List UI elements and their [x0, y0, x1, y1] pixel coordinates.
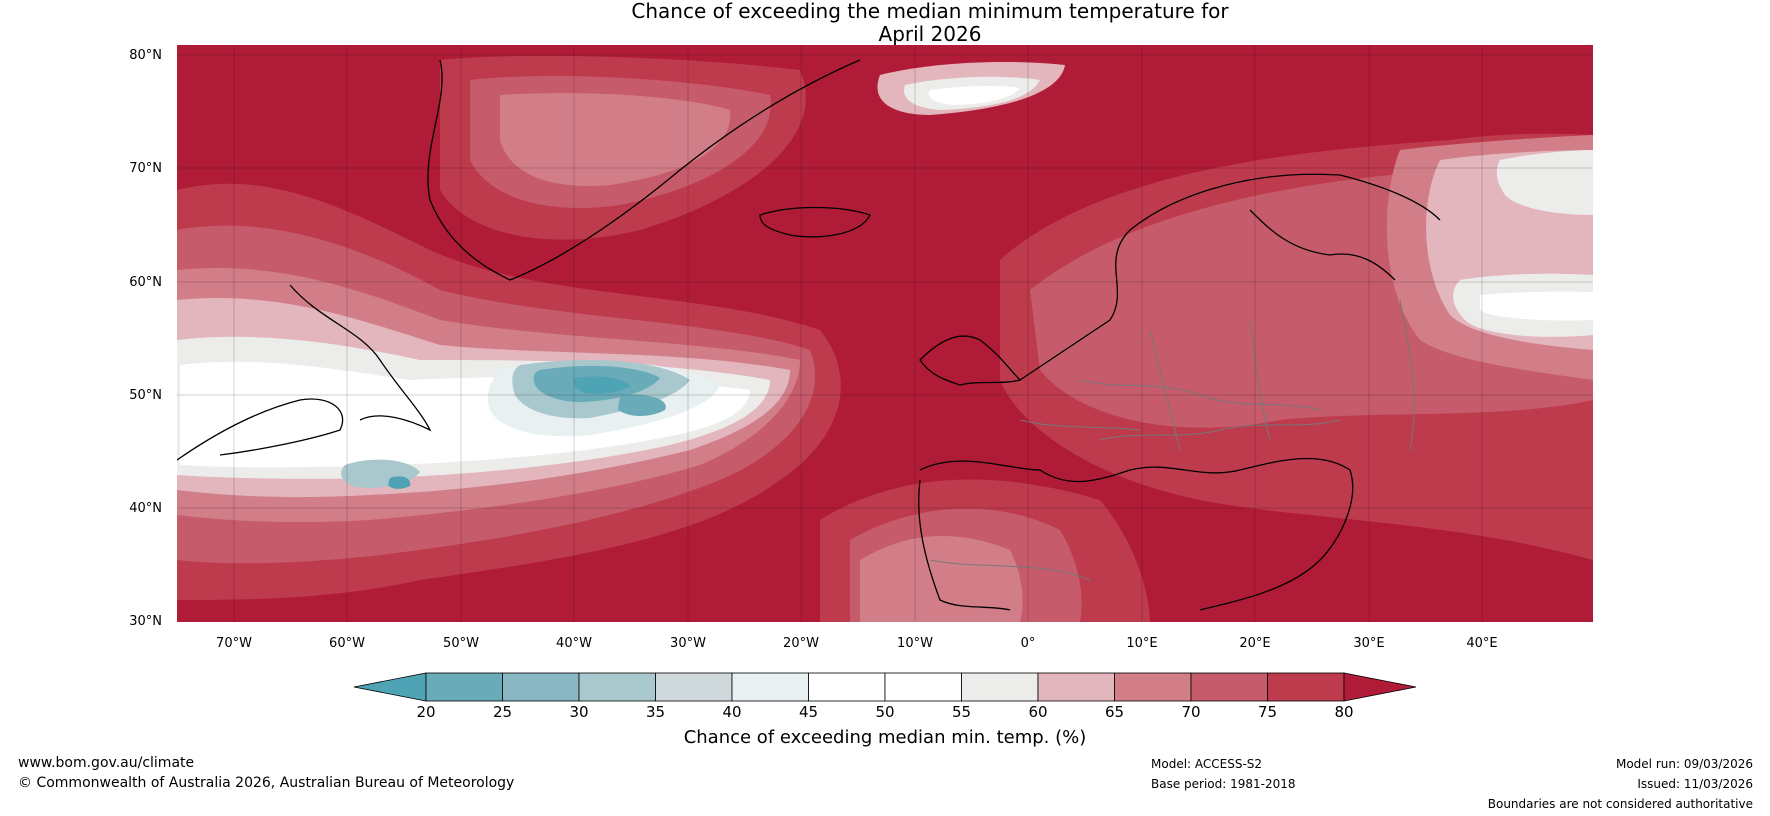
lon-label-10w: 10°W [897, 636, 933, 651]
colorbar-tick-30: 30 [569, 703, 589, 721]
title-line-2: April 2026 [878, 22, 982, 46]
colorbar-tick-80: 80 [1334, 703, 1354, 721]
lat-label-80n: 80°N [129, 48, 162, 63]
colorbar-tick-35: 35 [645, 703, 666, 721]
colorbar-cell-25-30 [502, 672, 580, 702]
map-area [177, 45, 1593, 622]
colorbar-cell-20-25 [425, 672, 503, 702]
footer-copyright: © Commonwealth of Australia 2026, Austra… [18, 775, 515, 791]
lon-label-60w: 60°W [329, 636, 365, 651]
colorbar-extend-low [353, 672, 427, 702]
colorbar-cell-70-75 [1190, 672, 1268, 702]
lat-label-70n: 70°N [129, 161, 162, 176]
colorbar-tick-65: 65 [1104, 703, 1125, 721]
title-line-1: Chance of exceeding the median minimum t… [631, 0, 1229, 23]
lon-label-10e: 10°E [1126, 636, 1158, 651]
colorbar-cell-55-60 [961, 672, 1039, 702]
zone-20 [388, 376, 630, 489]
colorbar-cell-35-40 [655, 672, 733, 702]
footer-model-run: Model run: 09/03/2026 [1615, 757, 1753, 771]
colorbar-label: Chance of exceeding median min. temp. (%… [683, 727, 1087, 748]
lon-label-20w: 20°W [783, 636, 819, 651]
lon-label-30w: 30°W [670, 636, 706, 651]
lon-label-40e: 40°E [1466, 636, 1498, 651]
footer-issued: Issued: 11/03/2026 [1637, 777, 1753, 791]
chart-title: Chance of exceeding the median minimum t… [0, 0, 1770, 46]
colorbar-cell-65-70 [1114, 672, 1192, 702]
lon-label-40w: 40°W [556, 636, 592, 651]
lon-label-70w: 70°W [216, 636, 252, 651]
lon-label-0: 0° [1020, 636, 1036, 651]
colorbar-tick-20: 20 [416, 703, 436, 721]
colorbar-tick-55: 55 [951, 703, 972, 721]
footer-disclaimer: Boundaries are not considered authoritat… [1487, 797, 1753, 811]
colorbar-extend-high [1343, 672, 1417, 702]
lat-label-50n: 50°N [129, 388, 162, 403]
lon-label-50w: 50°W [443, 636, 479, 651]
lon-label-30e: 30°E [1353, 636, 1385, 651]
colorbar-tick-25: 25 [492, 703, 513, 721]
colorbar-cell-60-65 [1037, 672, 1115, 702]
colorbar-tick-70: 70 [1181, 703, 1201, 721]
colorbar-cell-75-80 [1267, 672, 1345, 702]
colorbar-tick-45: 45 [798, 703, 819, 721]
lat-label-30n: 30°N [129, 614, 162, 629]
colorbar-cell-30-35 [578, 672, 656, 702]
colorbar-tick-60: 60 [1028, 703, 1048, 721]
colorbar-cell-40-45 [731, 672, 809, 702]
colorbar-cell-50-55 [884, 672, 962, 702]
colorbar [353, 672, 1417, 702]
lat-label-60n: 60°N [129, 275, 162, 290]
colorbar-cell-45-50 [808, 672, 886, 702]
lat-label-40n: 40°N [129, 501, 162, 516]
coastlines [177, 59, 1441, 611]
colorbar-tick-75: 75 [1257, 703, 1278, 721]
country-borders [929, 299, 1415, 581]
footer-base-period: Base period: 1981-2018 [1151, 777, 1296, 791]
footer-website: www.bom.gov.au/climate [18, 755, 195, 771]
footer-model: Model: ACCESS-S2 [1151, 757, 1263, 771]
colorbar-tick-40: 40 [722, 703, 742, 721]
lon-label-20e: 20°E [1239, 636, 1271, 651]
colorbar-tick-50: 50 [875, 703, 895, 721]
graticule [177, 45, 1593, 622]
